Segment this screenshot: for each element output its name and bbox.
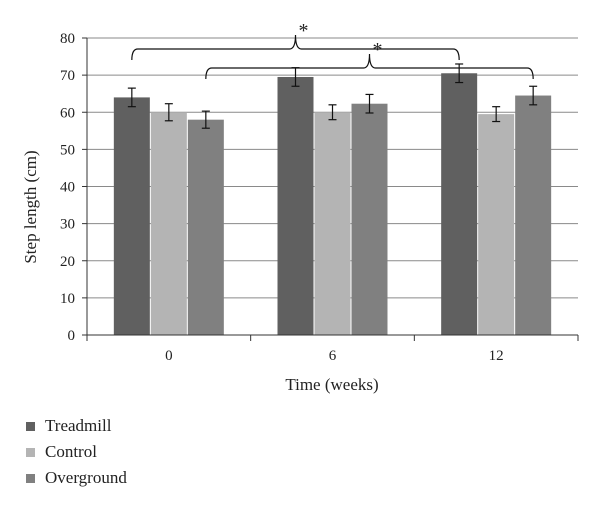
y-tick-label: 80 bbox=[60, 31, 75, 47]
legend-swatch bbox=[26, 447, 35, 457]
error-bar bbox=[365, 93, 374, 114]
error-bar bbox=[164, 103, 173, 122]
legend-swatch bbox=[26, 473, 35, 483]
error-bars bbox=[127, 63, 538, 129]
bar-treadmill-0 bbox=[113, 97, 150, 336]
x-tick-label: 12 bbox=[489, 348, 504, 364]
legend-swatch bbox=[26, 421, 35, 431]
bar-overground-6 bbox=[351, 103, 388, 336]
legend-item-overground: Overground bbox=[26, 465, 127, 491]
bar-control-0 bbox=[150, 112, 187, 335]
legend-label: Overground bbox=[45, 468, 127, 487]
y-tick-label: 70 bbox=[60, 68, 75, 84]
y-tick-label: 40 bbox=[60, 180, 75, 196]
error-bar bbox=[492, 106, 501, 123]
error-bar bbox=[127, 87, 136, 108]
significance-bracket bbox=[205, 53, 534, 80]
bar-control-6 bbox=[314, 112, 351, 335]
significance-brackets: ** bbox=[131, 20, 534, 80]
bar-treadmill-6 bbox=[277, 76, 314, 335]
error-bar bbox=[529, 85, 538, 106]
legend-label: Treadmill bbox=[45, 416, 112, 435]
significance-star: * bbox=[373, 39, 383, 61]
legend: Treadmill Control Overground bbox=[26, 413, 127, 491]
error-bar bbox=[201, 110, 210, 129]
significance-star: * bbox=[299, 20, 309, 42]
x-axis-label: Time (weeks) bbox=[285, 375, 378, 394]
bar-overground-0 bbox=[187, 119, 224, 335]
bars bbox=[113, 73, 552, 336]
x-tick-label: 6 bbox=[329, 348, 337, 364]
axes: 0 10 20 30 40 50 60 70 80 0 6 12 bbox=[60, 31, 579, 364]
y-tick-label: 20 bbox=[60, 254, 75, 270]
legend-label: Control bbox=[45, 442, 97, 461]
y-tick-label: 30 bbox=[60, 217, 75, 233]
y-tick-label: 10 bbox=[60, 291, 75, 307]
legend-item-control: Control bbox=[26, 439, 127, 465]
y-tick-label: 0 bbox=[68, 328, 76, 344]
error-bar bbox=[328, 104, 337, 121]
legend-item-treadmill: Treadmill bbox=[26, 413, 127, 439]
significance-bracket bbox=[131, 34, 460, 61]
x-tick-label: 0 bbox=[165, 348, 173, 364]
bar-overground-12 bbox=[515, 95, 552, 335]
bar-control-12 bbox=[478, 114, 515, 335]
y-axis-label: Step length (cm) bbox=[21, 150, 40, 263]
error-bar bbox=[455, 63, 464, 84]
bar-treadmill-12 bbox=[441, 73, 478, 336]
y-tick-label: 60 bbox=[60, 105, 75, 121]
y-tick-label: 50 bbox=[60, 142, 75, 158]
